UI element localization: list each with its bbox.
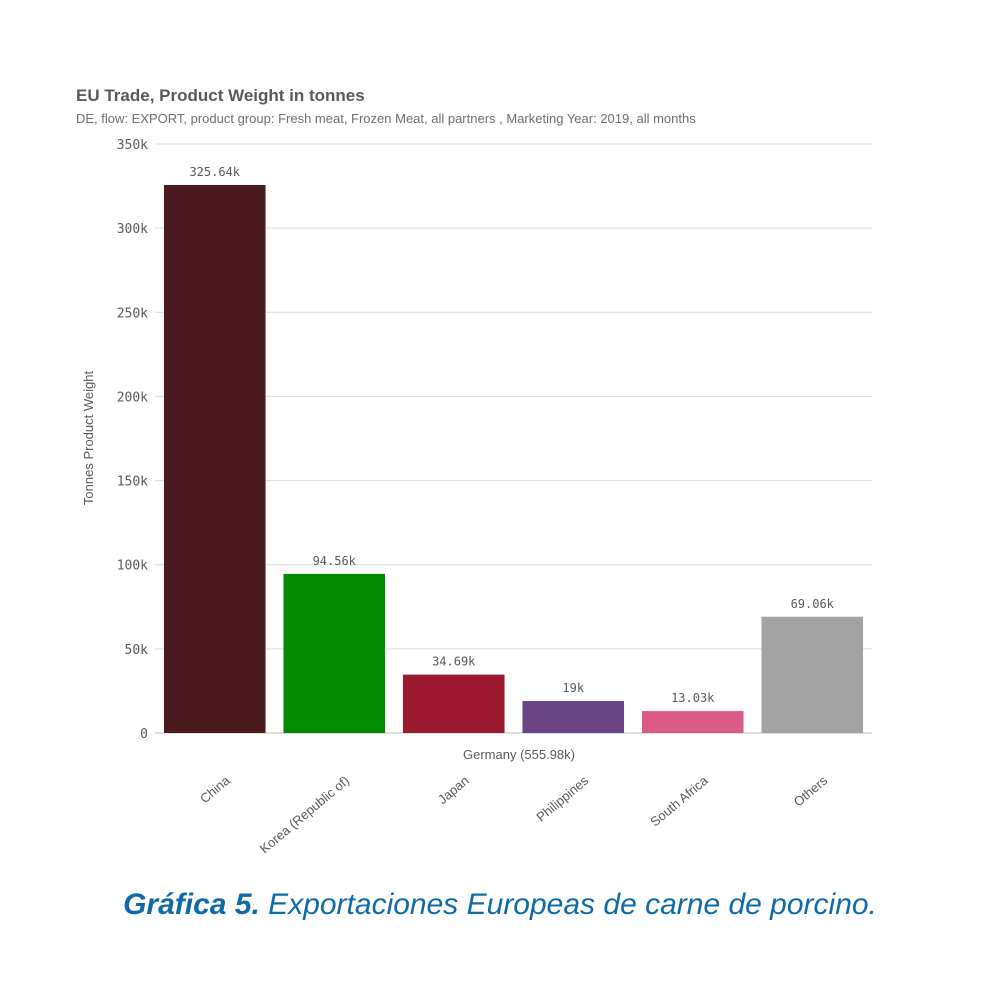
y-tick-label: 50k: [125, 643, 149, 658]
bar-korea-republic-of: [283, 573, 386, 733]
chart-subtitle: DE, flow: EXPORT, product group: Fresh m…: [76, 111, 696, 126]
caption-text: Exportaciones Europeas de carne de porci…: [259, 888, 877, 921]
chart-title: EU Trade, Product Weight in tonnes: [76, 86, 365, 105]
x-axis-label: Germany (555.98k): [463, 747, 575, 762]
y-tick-label: 300k: [117, 222, 148, 237]
x-tick-label: China: [197, 772, 233, 806]
y-tick-label: 0: [140, 727, 148, 742]
value-labels: 325.64k 94.56k 34.69k 19k 13.03k 69.06k: [189, 165, 834, 705]
y-tick-label: 150k: [117, 475, 148, 490]
bar-chart: 0 50k 100k 150k 200k 250k 300k 350k 325.64k 94.5…: [81, 138, 872, 856]
x-tick-label: Korea (Republic of): [257, 773, 352, 856]
y-axis-label: Tonnes Product Weight: [81, 371, 96, 506]
bars: [163, 184, 864, 734]
x-tick-label: Japan: [435, 773, 472, 807]
y-axis-ticks: 0 50k 100k 150k 200k 250k 300k 350k: [117, 138, 148, 742]
bar-others: [761, 616, 864, 733]
x-tick-label: Philippines: [533, 772, 591, 824]
y-tick-label: 350k: [117, 138, 148, 153]
bar-philippines: [522, 701, 625, 733]
value-label: 34.69k: [432, 655, 476, 669]
figure-caption: Gráfica 5. Exportaciones Europeas de car…: [0, 888, 1000, 922]
x-tick-label: South Africa: [647, 772, 711, 829]
gridlines: [155, 143, 872, 734]
y-tick-label: 100k: [117, 559, 148, 574]
y-tick-label: 200k: [117, 390, 148, 405]
bar-japan: [402, 674, 505, 733]
value-label: 13.03k: [671, 691, 715, 705]
value-label: 325.64k: [189, 165, 240, 179]
x-axis-ticks: China Korea (Republic of) Japan Philippines…: [197, 772, 831, 856]
value-label: 19k: [562, 681, 584, 695]
bar-china: [163, 184, 266, 734]
caption-label: Gráfica 5.: [123, 888, 260, 921]
x-tick-label: Others: [791, 772, 831, 809]
bar-south-africa: [641, 711, 744, 733]
value-label: 69.06k: [791, 597, 835, 611]
y-tick-label: 250k: [117, 306, 148, 321]
value-label: 94.56k: [313, 554, 357, 568]
